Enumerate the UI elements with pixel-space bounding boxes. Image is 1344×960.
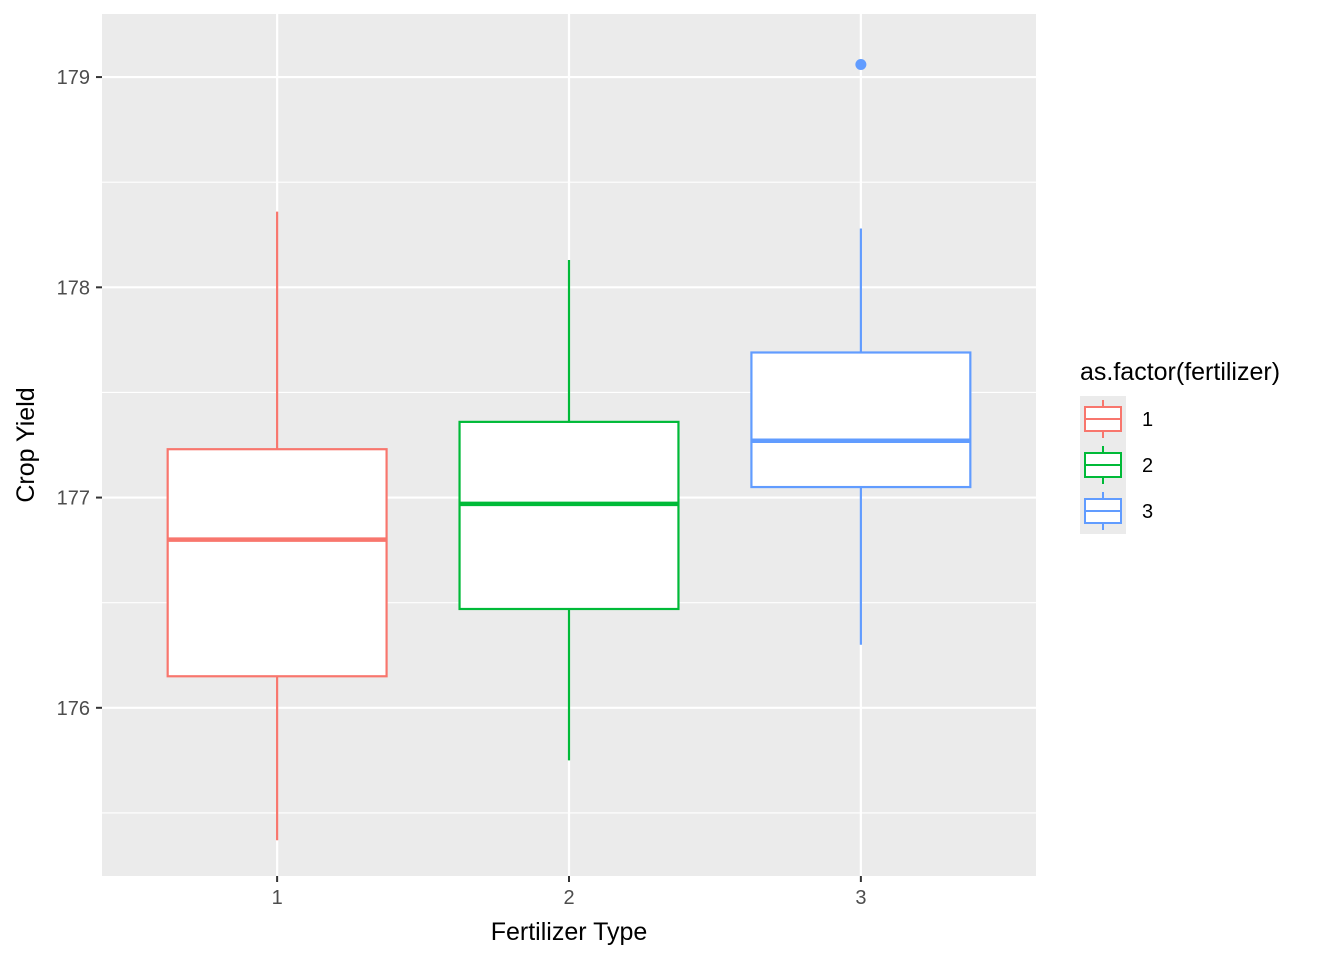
legend-title: as.factor(fertilizer): [1080, 358, 1280, 386]
legend-entry-1: 1: [1080, 396, 1153, 442]
y-tick-label: 176: [57, 698, 90, 720]
x-tick-label: 3: [855, 887, 866, 909]
x-tick-label: 1: [272, 887, 283, 909]
y-axis-title: Crop Yield: [12, 387, 40, 502]
boxplot-series: [166, 58, 972, 841]
legend-entry-2: 2: [1080, 442, 1153, 488]
x-axis-title: Fertilizer Type: [491, 918, 648, 946]
legend-label: 1: [1142, 409, 1153, 431]
y-tick-label: 179: [57, 67, 90, 89]
legend: as.factor(fertilizer) 1 2 3: [1080, 358, 1280, 534]
x-axis: 1 2 3: [272, 876, 866, 909]
iqr-box: [166, 448, 388, 678]
y-axis: 176 177 178 179: [57, 67, 102, 720]
x-tick-label: 2: [563, 887, 574, 909]
box-fertilizer-3: [750, 58, 972, 645]
y-tick-label: 178: [57, 277, 90, 299]
legend-entry-3: 3: [1080, 488, 1153, 534]
y-tick-label: 177: [57, 488, 90, 510]
box-fertilizer-2: [458, 259, 680, 761]
legend-label: 2: [1142, 455, 1153, 477]
iqr-box: [750, 351, 972, 489]
legend-label: 3: [1142, 501, 1153, 523]
box-fertilizer-1: [166, 211, 388, 841]
iqr-box: [458, 420, 680, 611]
outlier-point: [855, 58, 867, 70]
